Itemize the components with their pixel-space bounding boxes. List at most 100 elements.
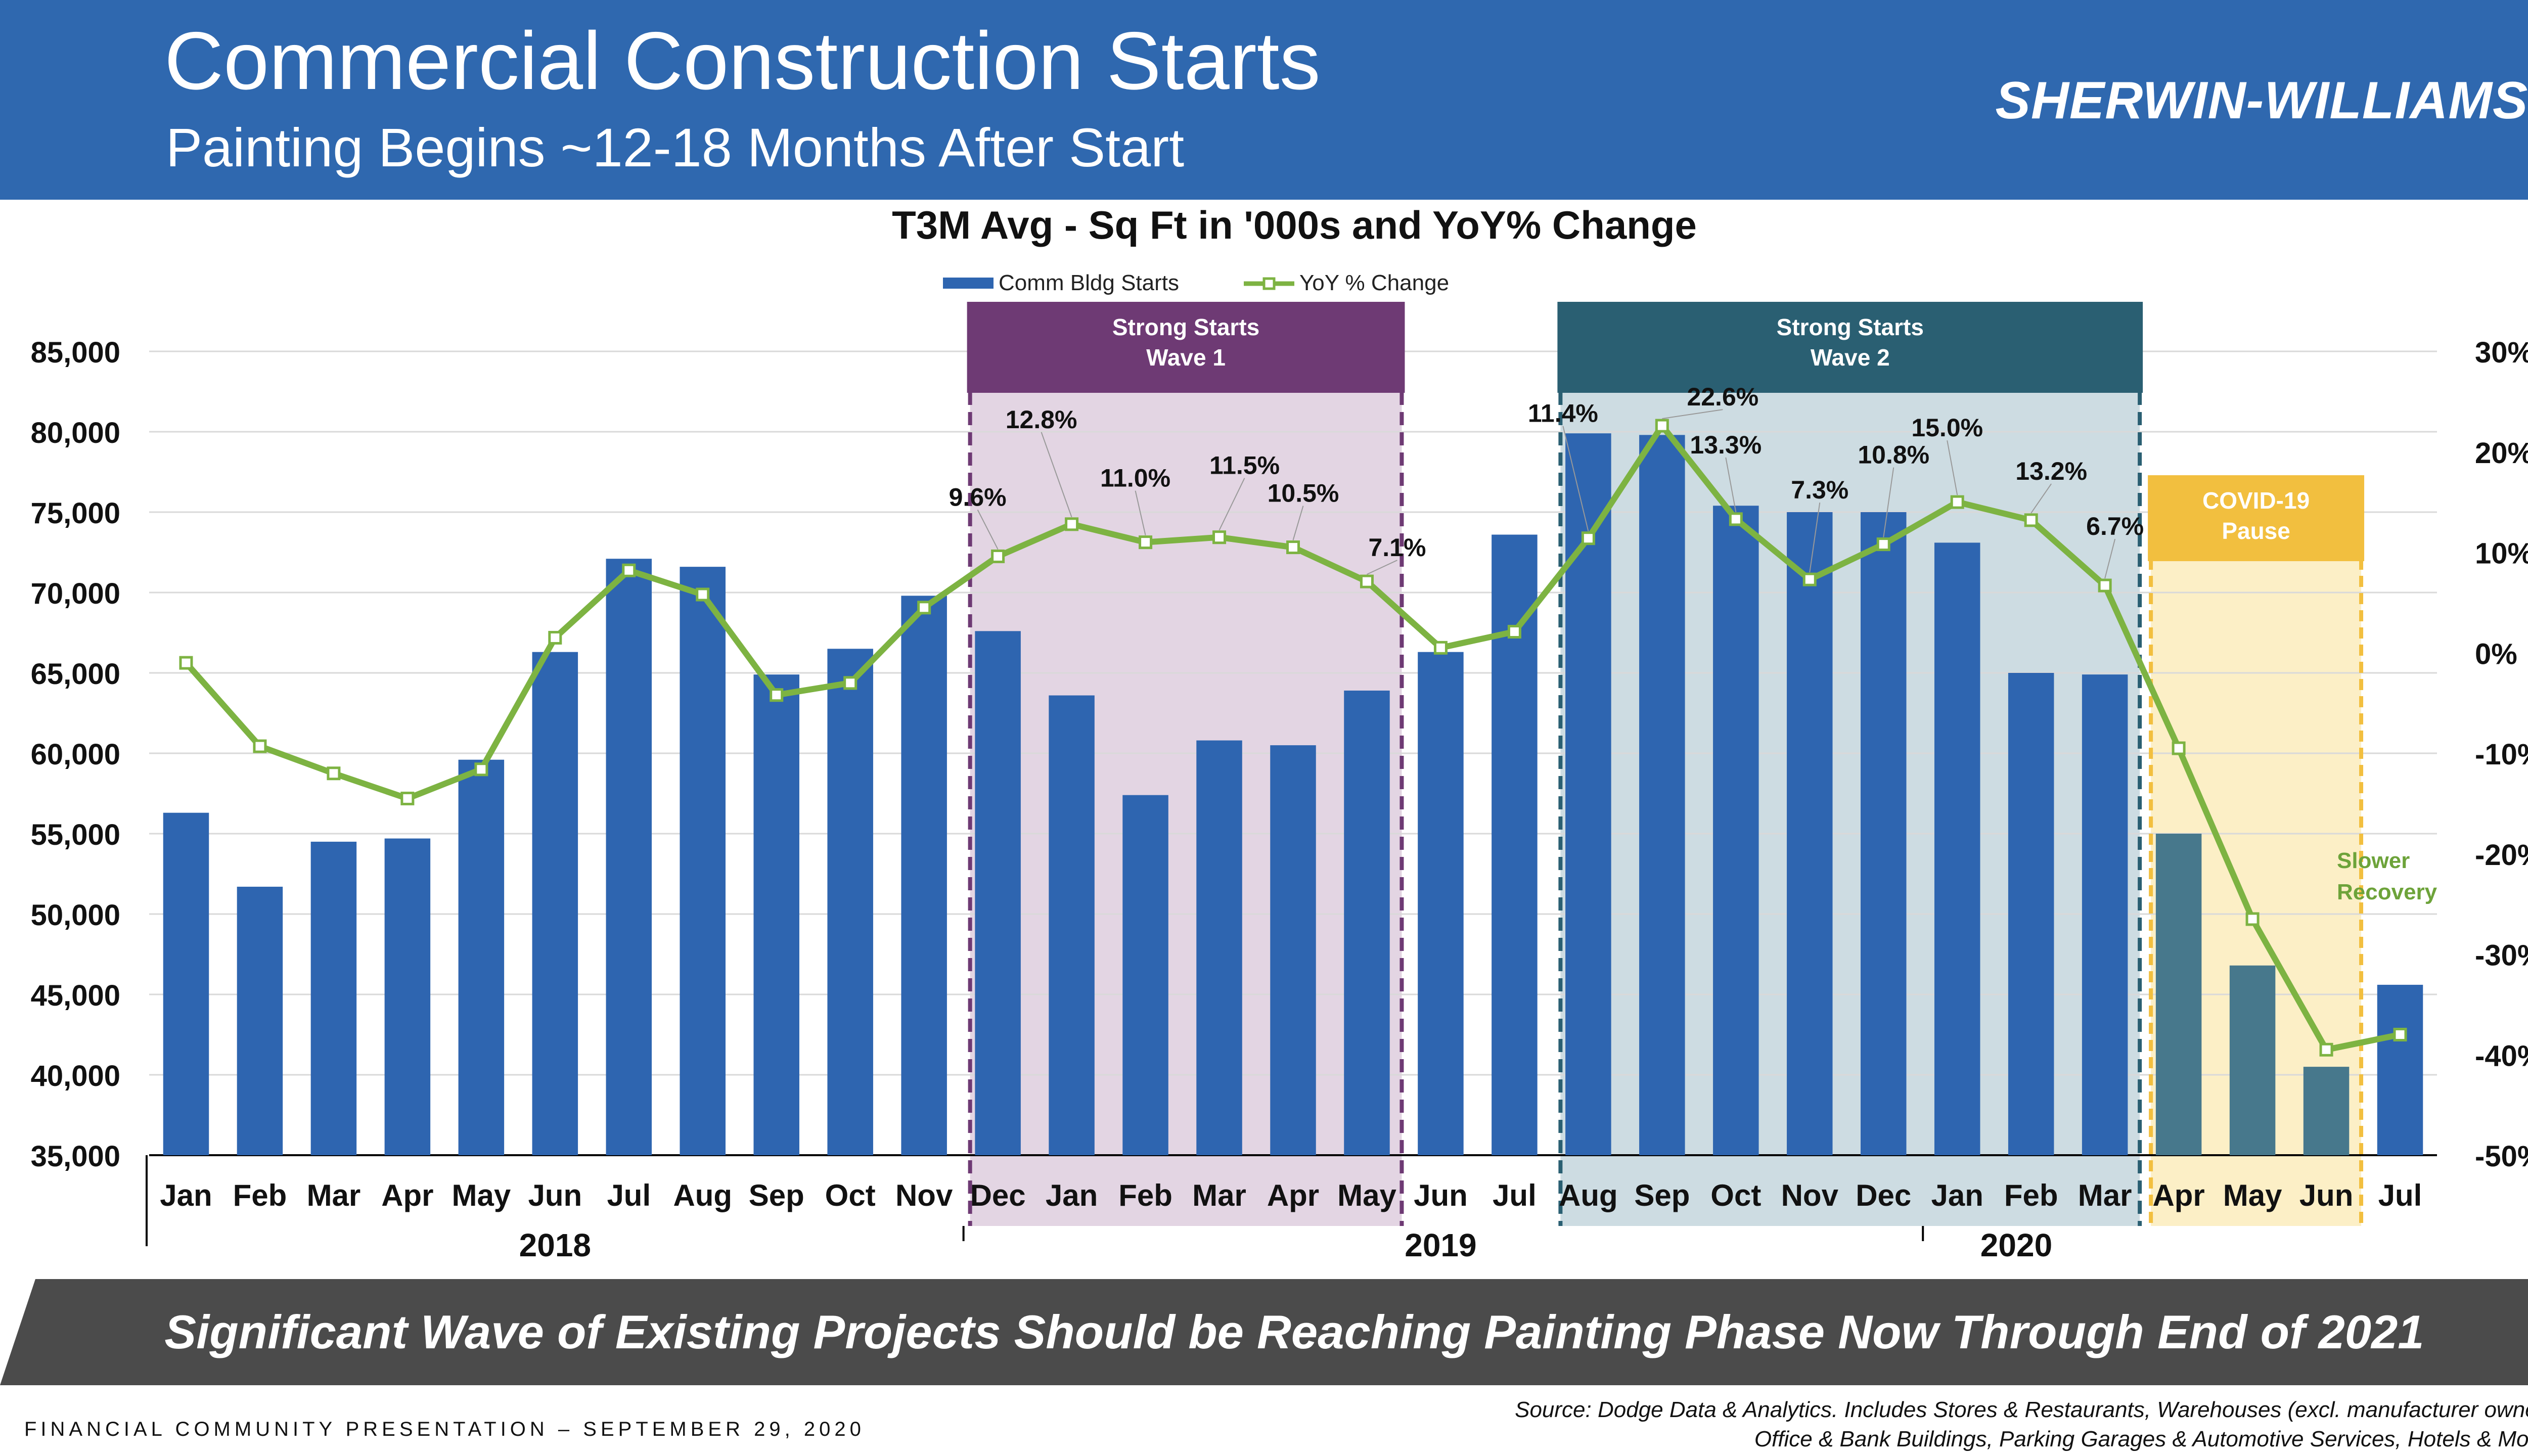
data-label: 12.8% [1006,405,1077,434]
conclusion-banner: Significant Wave of Existing Projects Sh… [0,1279,2528,1385]
y-left-tick-label: 70,000 [31,577,120,610]
data-label: 10.8% [1858,441,1929,469]
x-tick-label: Dec [970,1178,1026,1212]
data-label-leader [1725,457,1737,513]
yoy-point [2319,1042,2333,1057]
x-tick-label: Apr [1267,1178,1319,1212]
region-frame-covid: COVID-19 Pause [2148,475,2365,1226]
data-label: 7.1% [1368,533,1426,562]
bar [532,652,578,1155]
region-label-text: Strong Starts [1112,314,1259,340]
bar [2082,674,2128,1155]
y-left-tick-label: 60,000 [31,738,120,771]
region-label-box [1557,302,2143,393]
yoy-point [1729,512,1743,526]
region-label-text: Wave 2 [1811,344,1890,371]
x-tick-label: Nov [1781,1178,1839,1212]
x-tick-label: Aug [673,1178,732,1212]
data-label-leader [1041,432,1072,518]
data-label: 7.3% [1791,476,1848,504]
x-tick-label: May [2223,1178,2282,1212]
x-tick-label: Mar [2078,1178,2132,1212]
source-line-1: Source: Dodge Data & Analytics. Includes… [1515,1397,2528,1422]
x-tick-label: Apr [2152,1178,2204,1212]
data-label-leader [977,509,999,550]
bar [2155,834,2202,1155]
bar [901,596,947,1155]
x-tick-label: Dec [1856,1178,1911,1212]
yoy-point [253,739,267,753]
yoy-point [2098,578,2112,593]
bar [606,559,652,1155]
x-tick-label: Sep [1634,1178,1690,1212]
region-label-text: Wave 1 [1146,344,1226,371]
data-label: 11.5% [1209,451,1280,480]
bar [1122,795,1168,1155]
region-label-box [2148,475,2365,561]
y-left-tick-label: 80,000 [31,417,120,449]
region-label-text: Strong Starts [1777,314,1924,340]
x-tick-label: Nov [895,1178,953,1212]
bar [1713,506,1759,1155]
data-label-leader [2104,538,2116,579]
bar [310,841,357,1155]
yoy-point [1581,531,1595,545]
data-label: 9.6% [949,483,1007,511]
y-right-tick-label: 0% [2475,638,2517,670]
bar [1344,690,1390,1155]
data-label-leader [1292,506,1304,540]
region-frame-wave1: Strong Starts Wave 1 [967,302,1405,1226]
bar [2303,1067,2350,1155]
bar [680,567,726,1155]
year-label: 2019 [1405,1227,1476,1263]
footer-source-note: Source: Dodge Data & Analytics. Includes… [1515,1395,2528,1454]
x-tick-label: Jan [160,1178,212,1212]
yoy-point [770,688,784,702]
bar [1049,695,1095,1155]
chart-title: T3M Avg - Sq Ft in '000s and YoY% Change [892,203,1697,247]
bar [2008,673,2054,1155]
y-left-tick-label: 40,000 [31,1060,120,1093]
year-label: 2018 [519,1227,591,1263]
x-tick-label: Jul [1493,1178,1537,1212]
y-right-tick-label: -50% [2475,1140,2528,1173]
bar [975,631,1021,1155]
x-tick-label: Jul [2378,1178,2422,1212]
x-tick-label: Jan [1046,1178,1098,1212]
bar [753,674,799,1155]
yoy-point [1802,572,1817,586]
yoy-point [1433,641,1448,655]
x-tick-label: Aug [1559,1178,1618,1212]
yoy-point [696,587,710,602]
banner-text: Significant Wave of Existing Projects Sh… [164,1305,2424,1358]
bar [458,759,505,1155]
x-tick-label: May [1337,1178,1396,1212]
y-right-tick-label: -20% [2475,839,2528,872]
y-left-tick-label: 75,000 [31,497,120,530]
bar [2377,984,2423,1155]
yoy-point [1212,530,1227,544]
y-left-tick-label: 45,000 [31,979,120,1012]
company-logo: SHERWIN-WILLIAMS® [1995,71,2528,131]
yoy-point [1286,540,1300,555]
yoy-point [1360,574,1374,588]
region-wave1 [970,392,1402,1226]
region-label-text: Pause [2222,518,2290,544]
y-left-tick-label: 55,000 [31,818,120,851]
data-label: 13.3% [1690,431,1762,459]
yoy-point [917,601,931,615]
footer-presentation-label: FINANCIAL COMMUNITY PRESENTATION – SEPTE… [24,1418,865,1440]
page-subtitle: Painting Begins ~12-18 Months After Star… [166,117,1185,178]
data-label-leader [1218,478,1245,531]
legend-label-line: YoY % Change [1299,270,1449,295]
yoy-point [843,676,857,690]
data-label: 22.6% [1687,383,1758,411]
year-label: 2020 [1980,1227,2052,1263]
logo-text: SHERWIN-WILLIAMS [1995,71,2528,130]
x-tick-label: Feb [233,1178,287,1212]
bar [2229,965,2276,1155]
yoy-point [327,766,341,781]
x-tick-label: Mar [307,1178,361,1212]
x-tick-label: Jun [2299,1178,2354,1212]
bar [384,838,431,1155]
